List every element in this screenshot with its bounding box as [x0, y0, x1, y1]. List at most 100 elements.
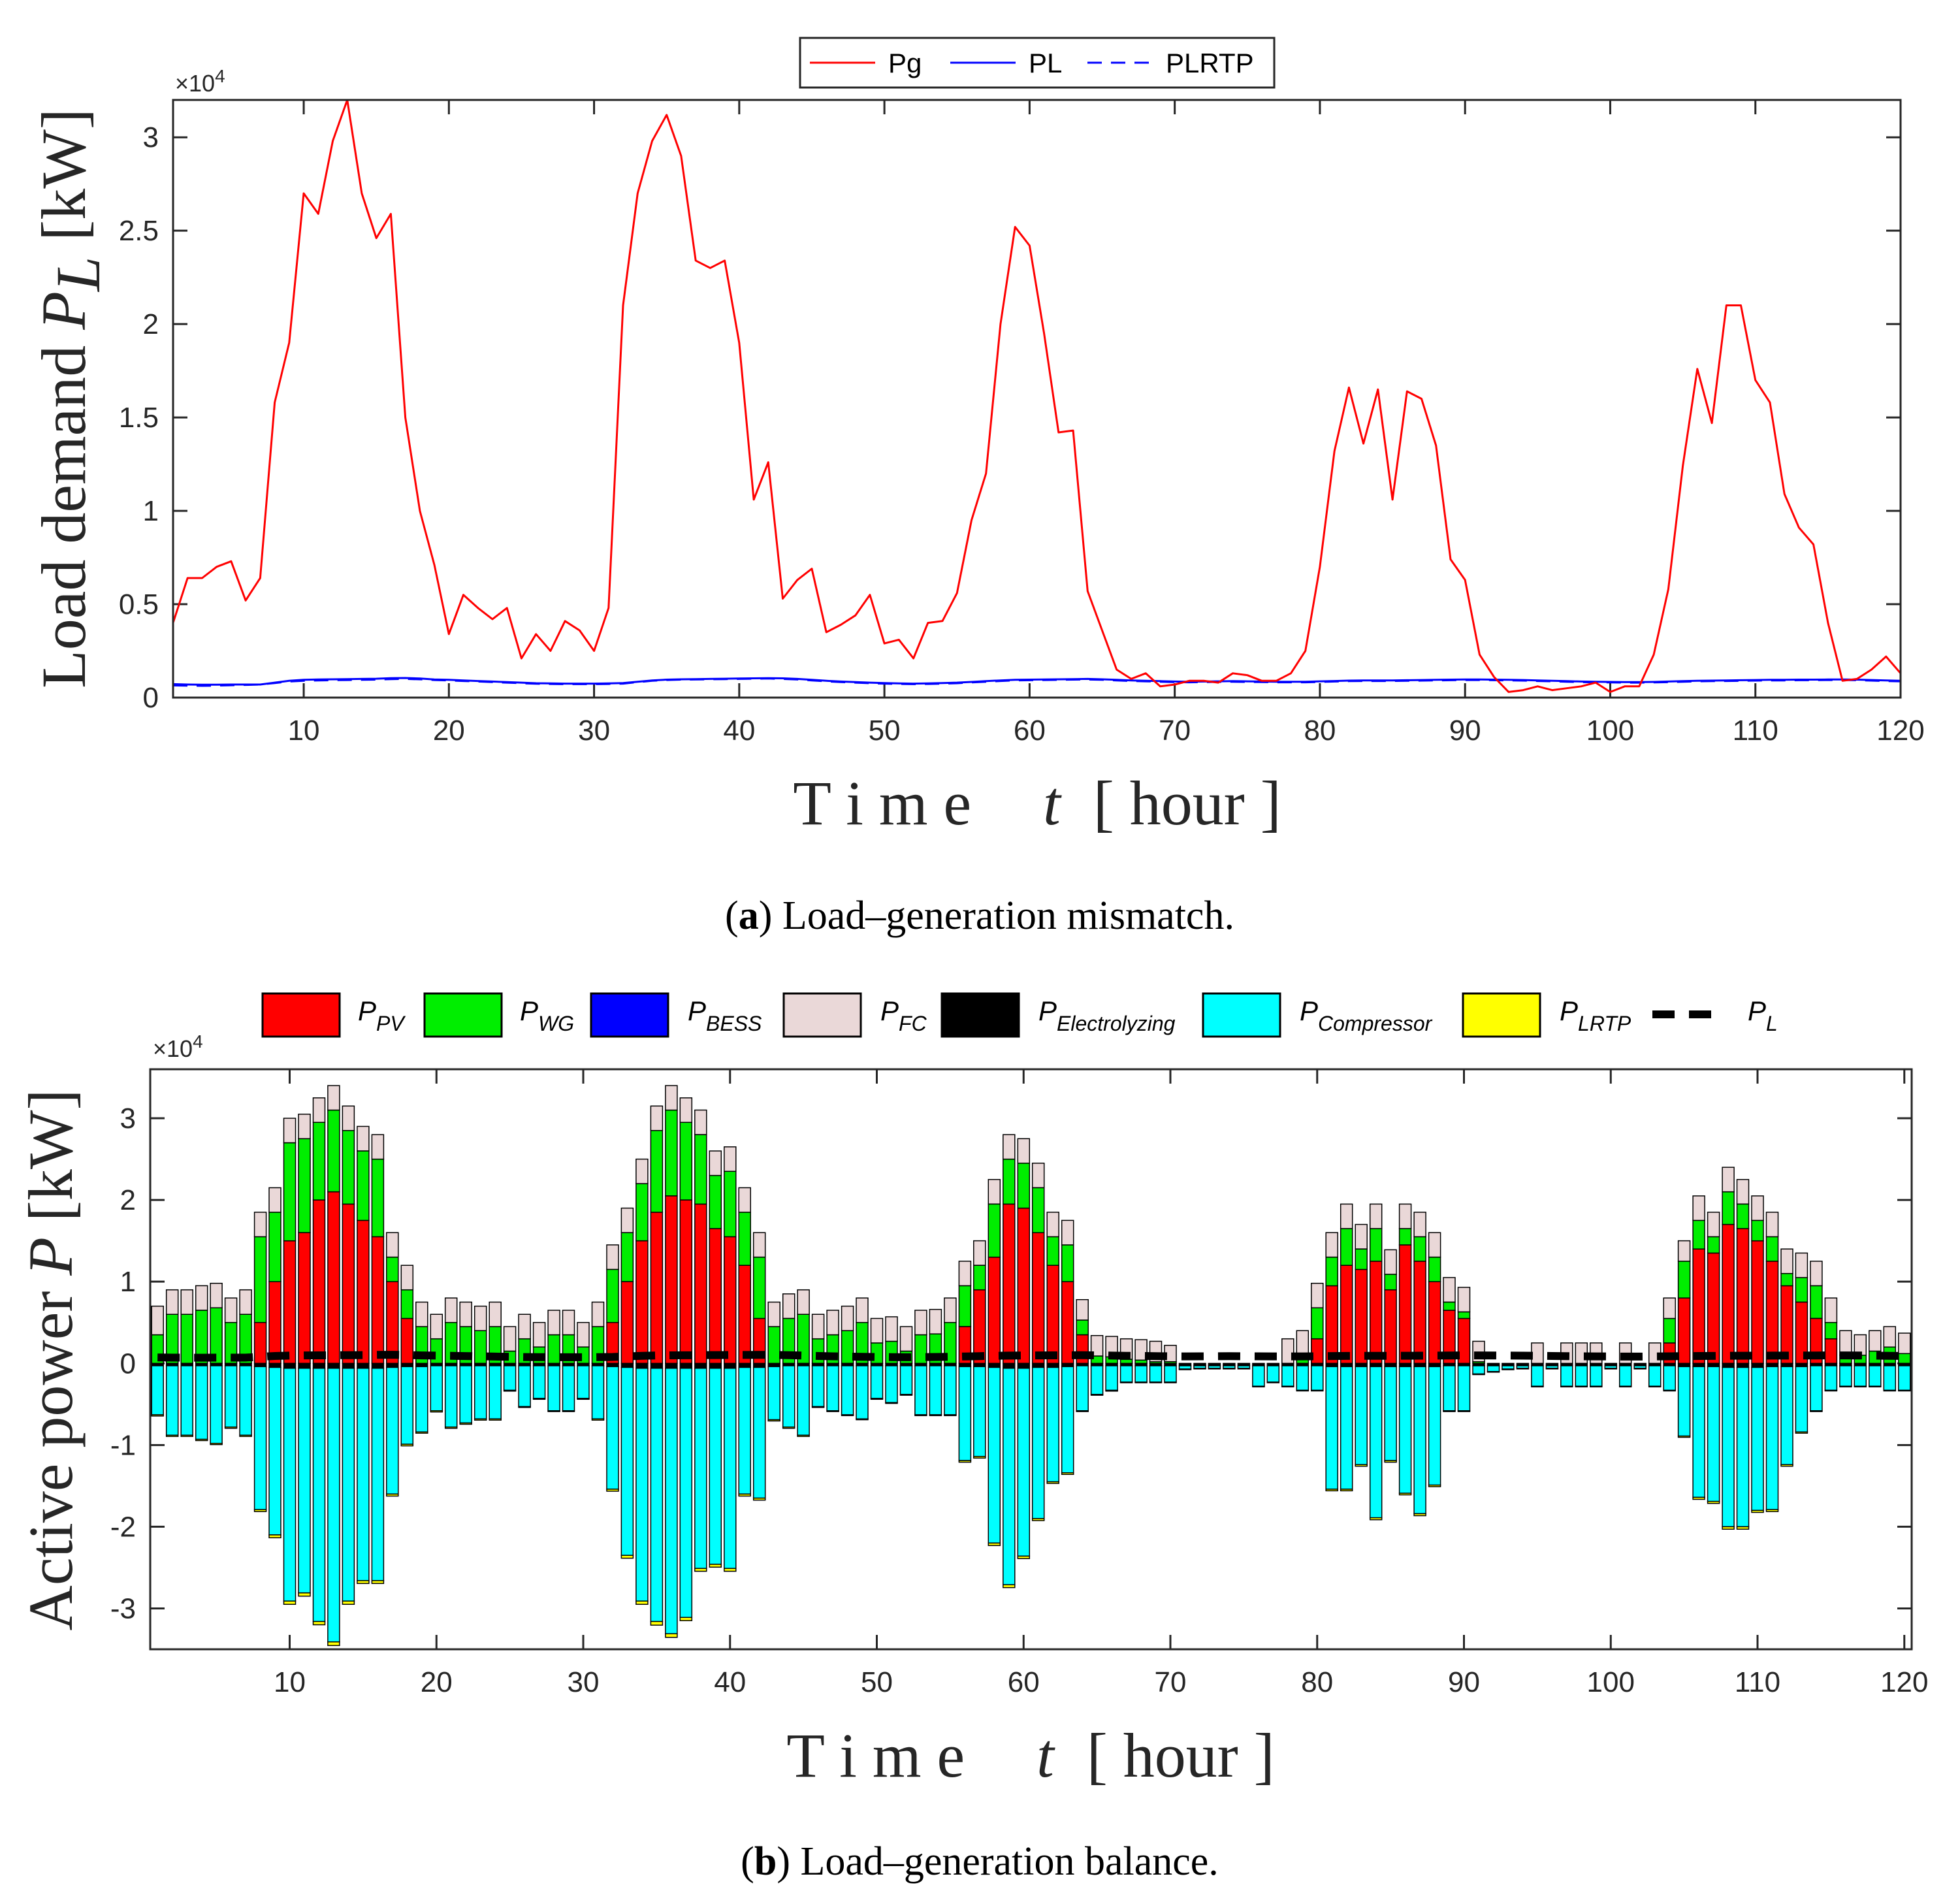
bar-p-compressor	[1457, 1365, 1471, 1412]
bar-p-pv	[1340, 1265, 1353, 1364]
bar-p-fc	[489, 1301, 502, 1327]
legend-wg-label: PWG	[520, 995, 574, 1035]
bar-p-wg	[1707, 1236, 1720, 1254]
bar-p-compressor	[767, 1366, 780, 1421]
bar-p-compressor	[1883, 1365, 1897, 1391]
legend-electrolyzing-label: PElectrolyzing	[1038, 995, 1176, 1035]
bar-p-compressor	[532, 1365, 546, 1399]
bar-p-lrtp	[1765, 1509, 1779, 1512]
bar-p-fc	[767, 1301, 780, 1327]
legend-fc-swatch	[782, 992, 862, 1038]
bar-p-wg	[474, 1330, 487, 1364]
bar-p-lrtp	[1003, 1584, 1016, 1589]
bar-p-lrtp	[1266, 1381, 1280, 1383]
bar-p-pv	[1677, 1297, 1691, 1364]
bar-p-fc	[547, 1310, 560, 1336]
bar-p-fc	[1090, 1334, 1104, 1357]
bar-p-wg	[430, 1338, 443, 1364]
bar-p-fc	[1413, 1212, 1426, 1238]
bar-p-fc	[357, 1125, 370, 1152]
legend-pv-label: PPV	[358, 995, 406, 1035]
bar-p-fc	[253, 1212, 267, 1238]
bar-p-compressor	[724, 1368, 737, 1569]
panel-b-exponent-label: ×104	[153, 1031, 203, 1062]
bar-p-compressor	[165, 1365, 179, 1436]
legend-lrtp-swatch	[1462, 992, 1541, 1038]
bar-p-compressor	[1824, 1365, 1838, 1391]
bar-p-lrtp	[1031, 1518, 1045, 1521]
bar-p-fc	[914, 1310, 927, 1336]
bar-p-lrtp	[1017, 1555, 1031, 1559]
bar-p-compressor	[1266, 1365, 1280, 1383]
bar-p-pv	[988, 1256, 1001, 1364]
bar-p-electrolyzing	[709, 1363, 722, 1369]
legend-pg-label: Pg	[888, 48, 922, 78]
bar-p-wg	[988, 1203, 1001, 1258]
a-xtick-label: 70	[1159, 715, 1191, 747]
bar-p-compressor	[357, 1368, 370, 1581]
bar-p-fc	[1898, 1332, 1911, 1355]
panel-b-plot-frame	[149, 1068, 1913, 1651]
bar-p-compressor	[1119, 1365, 1133, 1383]
bar-p-electrolyzing	[1751, 1363, 1764, 1368]
b-xtick-label: 120	[1880, 1666, 1928, 1698]
bar-p-compressor	[1325, 1366, 1338, 1490]
panel-a-series-group	[172, 99, 1902, 693]
bar-p-wg	[738, 1212, 751, 1266]
bar-p-compressor	[1046, 1366, 1059, 1483]
bar-p-compressor	[1398, 1366, 1412, 1494]
bar-p-lrtp	[489, 1418, 502, 1421]
bar-p-electrolyzing	[357, 1363, 370, 1369]
bar-p-lrtp	[444, 1427, 458, 1429]
bar-p-compressor	[1575, 1365, 1588, 1387]
bar-p-compressor	[1413, 1366, 1426, 1515]
bar-p-lrtp	[1398, 1493, 1412, 1496]
bar-p-electrolyzing	[724, 1363, 737, 1369]
bar-p-pv	[371, 1236, 385, 1364]
a-xtick-label: 20	[433, 715, 465, 747]
b-ytick-label: -3	[110, 1592, 136, 1624]
a-ytick-label: 0.5	[119, 589, 159, 621]
bar-p-lrtp	[724, 1568, 737, 1572]
bar-p-lrtp	[577, 1398, 590, 1400]
bar-p-lrtp	[1516, 1368, 1530, 1370]
b-xtick-label: 30	[568, 1666, 600, 1698]
bar-p-wg	[620, 1232, 634, 1282]
bar-p-wg	[1355, 1248, 1368, 1270]
a-ytick-label: 1	[143, 495, 159, 527]
bar-p-fc	[1134, 1339, 1148, 1361]
legend-bess-swatch	[590, 992, 669, 1038]
bar-p-wg	[1663, 1317, 1676, 1344]
bar-p-compressor	[1164, 1365, 1177, 1383]
bar-p-fc	[665, 1085, 678, 1111]
bar-p-pv	[1780, 1285, 1793, 1364]
a-xtick-label: 90	[1449, 715, 1481, 747]
bar-p-compressor	[1898, 1365, 1911, 1391]
bar-p-lrtp	[606, 1489, 619, 1492]
bar-p-wg	[914, 1334, 927, 1364]
bar-p-fc	[1031, 1163, 1045, 1189]
bar-p-compressor	[797, 1365, 810, 1436]
bar-p-lrtp	[562, 1410, 575, 1412]
bar-p-fc	[562, 1310, 575, 1336]
bar-p-wg	[180, 1314, 193, 1364]
panel-b-bars-group	[151, 1085, 1911, 1647]
bar-p-wg	[635, 1183, 649, 1242]
legend-bess-label: PBESS	[688, 995, 762, 1035]
bar-p-lrtp	[1648, 1385, 1662, 1388]
bar-p-electrolyzing	[1780, 1363, 1793, 1368]
bar-p-pv	[283, 1240, 297, 1364]
bar-p-compressor	[1707, 1366, 1720, 1502]
bar-p-electrolyzing	[1736, 1363, 1750, 1368]
bar-p-fc	[1663, 1297, 1676, 1319]
bar-p-electrolyzing	[650, 1363, 664, 1369]
bar-p-wg	[1398, 1228, 1412, 1246]
bar-p-electrolyzing	[620, 1363, 634, 1368]
bar-p-lrtp	[1134, 1381, 1148, 1383]
bar-p-wg	[767, 1326, 780, 1364]
bar-p-lrtp	[1223, 1368, 1236, 1370]
bar-p-fc	[1296, 1330, 1309, 1356]
bar-p-pv	[1398, 1244, 1412, 1364]
bar-p-lrtp	[797, 1434, 810, 1437]
bar-p-compressor	[1692, 1366, 1705, 1498]
